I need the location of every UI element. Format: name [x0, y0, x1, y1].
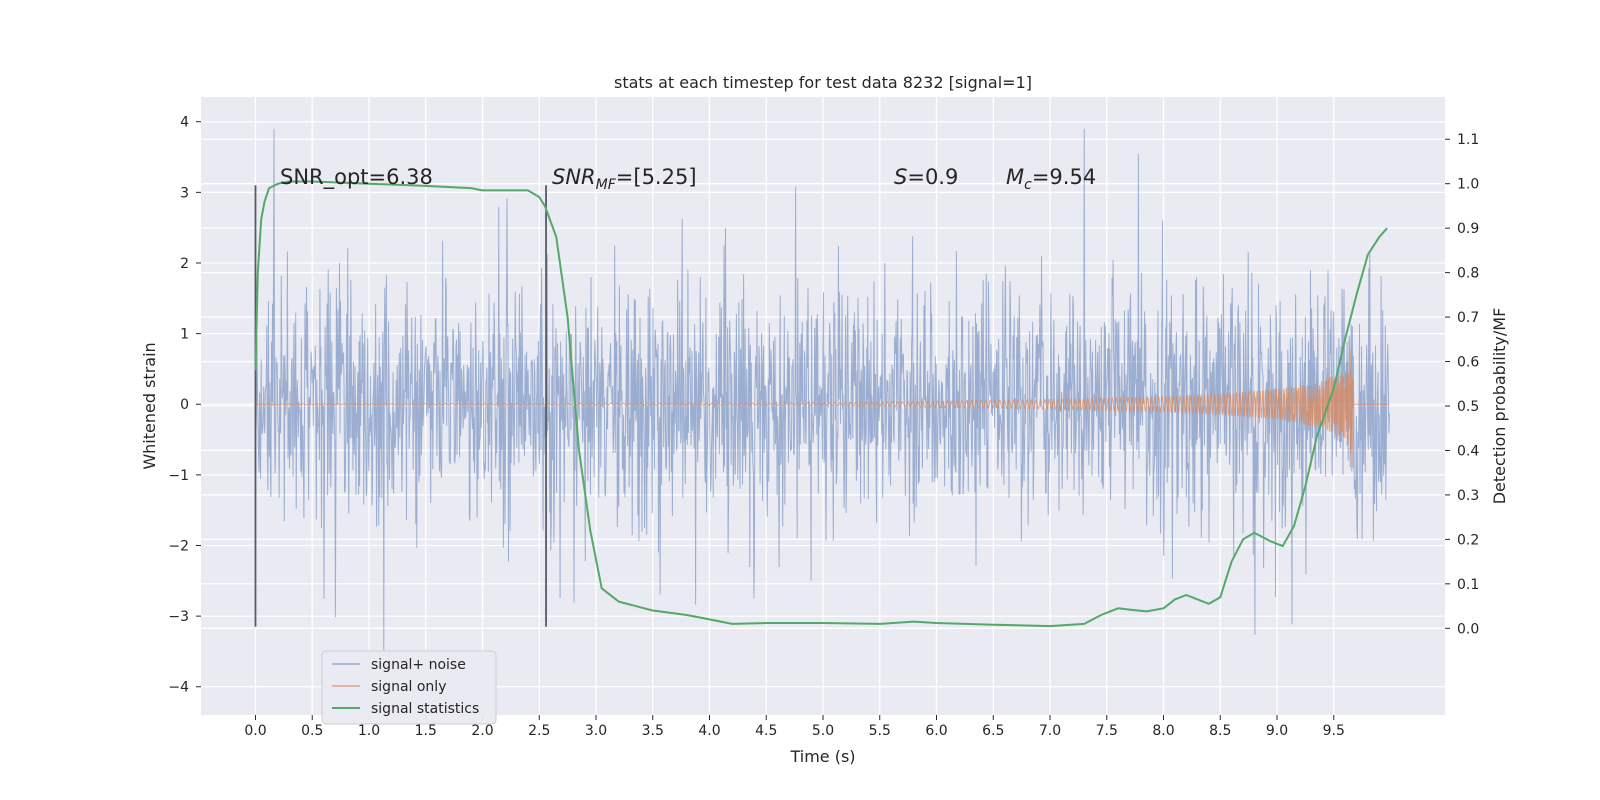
mc-subscript: c — [1024, 177, 1032, 193]
x-tick-label: 7.5 — [1096, 723, 1118, 739]
annotation-mc: Mc=9.54 — [1006, 165, 1096, 193]
x-tick-label: 0.0 — [244, 723, 266, 739]
signal-only-line — [255, 349, 1390, 468]
y-right-tick-label: 0.1 — [1457, 577, 1479, 593]
y-right-tick-labels: 1.1 1.0 0.9 0.8 0.7 0.6 0.5 0.4 0.3 0.2 0.1 0.0 — [1445, 132, 1479, 637]
legend: signal+ noise signal only signal statist… — [321, 650, 497, 725]
x-axis-label: Time (s) — [789, 747, 855, 766]
annotation-s: S=0.9 — [894, 165, 958, 189]
y-right-tick-label: 0.4 — [1457, 443, 1479, 459]
y-right-tick-label: 1.0 — [1457, 177, 1479, 193]
y-right-tick-label: 0.0 — [1457, 621, 1479, 637]
annotation-snr-mf: SNRMF=[5.25] — [552, 165, 697, 193]
y-left-tick-label: 1 — [180, 327, 189, 343]
y-left-tick-label: −2 — [168, 538, 189, 554]
y-left-tick-label: −1 — [168, 468, 189, 484]
y-left-tick-label: 2 — [180, 256, 189, 272]
legend-label-noise: signal+ noise — [371, 657, 466, 673]
y-right-tick-label: 0.7 — [1457, 310, 1479, 326]
series-signal-only — [255, 349, 1390, 468]
snr-mf-value: =[5.25] — [616, 165, 697, 189]
x-tick-label: 0.5 — [301, 723, 323, 739]
x-tick-label: 3.5 — [642, 723, 664, 739]
x-tick-label: 6.0 — [925, 723, 947, 739]
x-tick-label: 1.0 — [358, 723, 380, 739]
y-right-tick-label: 0.8 — [1457, 266, 1479, 282]
x-tick-label: 4.5 — [755, 723, 777, 739]
y-right-tick-label: 0.9 — [1457, 221, 1479, 237]
y-left-tick-label: 3 — [180, 185, 189, 201]
series-signal-statistics — [254, 180, 1388, 628]
y-right-tick-label: 0.6 — [1457, 355, 1479, 371]
y-left-tick-label: −4 — [168, 680, 189, 696]
y-left-tick-label: 0 — [180, 397, 189, 413]
chart-title: stats at each timestep for test data 823… — [614, 73, 1032, 92]
y-right-tick-label: 0.5 — [1457, 399, 1479, 415]
x-tick-label: 2.0 — [471, 723, 493, 739]
s-symbol: S — [894, 165, 907, 189]
y-right-tick-label: 1.1 — [1457, 132, 1479, 148]
legend-label-stats: signal statistics — [371, 701, 479, 717]
y-left-tick-label: 4 — [180, 115, 189, 131]
x-tick-label: 7.0 — [1039, 723, 1061, 739]
x-tick-label: 6.5 — [982, 723, 1004, 739]
y-axis-label-left: Whitened strain — [140, 342, 159, 469]
annotation-snr-opt: SNR_opt=6.38 — [280, 165, 433, 190]
x-tick-label: 2.5 — [528, 723, 550, 739]
s-value: =0.9 — [907, 165, 958, 189]
x-tick-label: 9.0 — [1266, 723, 1288, 739]
x-tick-label: 4.0 — [698, 723, 720, 739]
x-tick-label: 8.5 — [1209, 723, 1231, 739]
x-tick-label: 1.5 — [415, 723, 437, 739]
x-tick-label: 8.0 — [1152, 723, 1174, 739]
signal-statistics-line — [254, 180, 1388, 628]
y-right-tick-label: 0.3 — [1457, 488, 1479, 504]
legend-box — [321, 650, 497, 725]
snr-mf-subscript: MF — [596, 177, 617, 193]
x-tick-label: 5.0 — [812, 723, 834, 739]
legend-label-signal: signal only — [371, 679, 446, 695]
x-tick-label: 3.0 — [585, 723, 607, 739]
y-right-tick-label: 0.2 — [1457, 532, 1479, 548]
mc-value: =9.54 — [1032, 165, 1096, 189]
x-tick-label: 5.5 — [869, 723, 891, 739]
vertical-markers — [254, 185, 547, 627]
x-tick-label: 9.5 — [1323, 723, 1345, 739]
mc-symbol: M — [1006, 165, 1024, 189]
y-axis-label-right: Detection probability/MF — [1490, 308, 1509, 505]
y-left-tick-labels: 4 3 2 1 0 −1 −2 −3 −4 — [168, 115, 201, 696]
snr-mf-symbol: SNR — [552, 165, 596, 189]
y-left-tick-label: −3 — [168, 609, 189, 625]
x-tick-labels: 0.0 0.5 1.0 1.5 2.0 2.5 3.0 3.5 4.0 4.5 5.0 5.5 6.0 6… — [244, 715, 1345, 739]
